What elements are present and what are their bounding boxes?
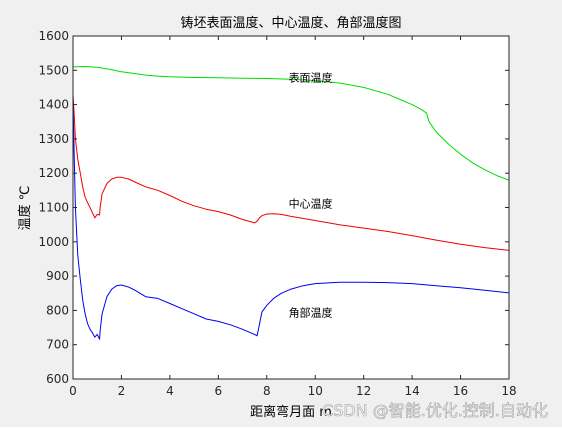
x-tick-label: 0 [69,384,77,398]
series-line-1 [72,66,510,181]
x-tick-label: 2 [118,384,126,398]
x-tick-label: 6 [215,384,223,398]
y-tick-label: 1400 [38,98,69,112]
x-axis-label: 距离弯月面 m [250,404,332,420]
y-tick-label: 900 [46,269,69,283]
x-tick-label: 10 [308,384,323,398]
series-annotation: 角部温度 [289,306,333,320]
chart-title: 铸坯表面温度、中心温度、角部温度图 [180,15,401,31]
y-tick-label: 1200 [38,166,69,180]
x-tick-label: 8 [263,384,271,398]
series-layer [72,66,510,340]
x-tick-label: 16 [453,384,468,398]
x-tick-label: 12 [356,384,371,398]
series-annotation: 表面温度 [289,71,333,85]
x-tick-label: 18 [501,384,516,398]
y-tick-label: 800 [46,303,69,317]
ticks-layer: 0 2 4 6 8 10 12 14 16 18 600 700 800 900 1000 1100 1200 1… [38,29,516,398]
x-tick-label: 4 [166,384,174,398]
y-tick-label: 1300 [38,132,69,146]
series-annotation: 中心温度 [289,197,333,211]
y-tick-label: 1600 [38,29,69,43]
series-line-2 [72,94,510,251]
series-line-3 [72,97,510,340]
y-tick-label: 1000 [38,235,69,249]
y-tick-label: 600 [46,372,69,386]
x-tick-label: 14 [404,384,419,398]
plot-area [73,36,509,379]
y-axis-label: 温度 ℃ [17,186,33,231]
y-tick-label: 700 [46,338,69,352]
y-tick-label: 1500 [38,63,69,77]
watermark-text: CSDN @智能.优化.控制.自动化 [322,401,548,420]
y-tick-label: 1100 [38,201,69,215]
